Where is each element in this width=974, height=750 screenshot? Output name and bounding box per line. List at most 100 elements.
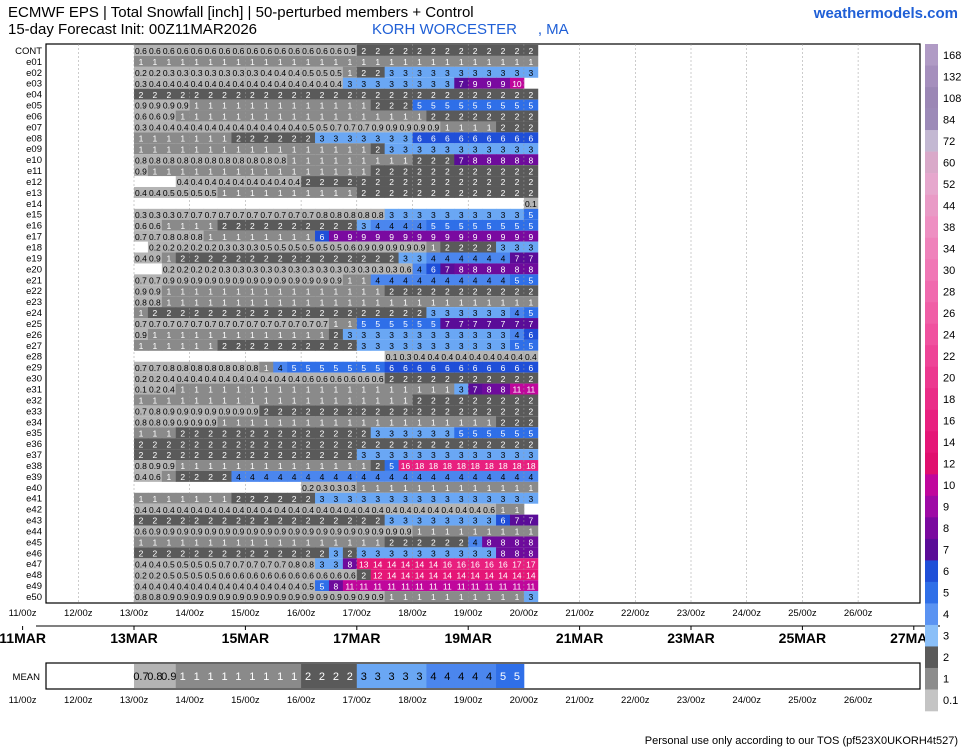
cell-value: 1 xyxy=(264,112,269,122)
heatmap-cell xyxy=(259,514,274,526)
cell-value: 1 xyxy=(166,396,171,406)
cell-value: 0.5 xyxy=(288,243,300,253)
heatmap-cell xyxy=(496,372,511,384)
heatmap-cell xyxy=(328,77,344,89)
heatmap-cell xyxy=(384,328,399,340)
heatmap-cell xyxy=(217,525,232,537)
cell-value: 1 xyxy=(264,232,269,242)
brand-link[interactable]: weathermodels.com xyxy=(813,5,958,22)
cell-value: 5 xyxy=(473,428,478,438)
legend-label: 20 xyxy=(943,373,955,385)
cell-value: 2 xyxy=(389,46,394,56)
heatmap-cell xyxy=(245,165,260,177)
heatmap-cell xyxy=(161,558,177,570)
cell-value: 0.4 xyxy=(219,581,231,591)
heatmap-cell xyxy=(301,274,316,286)
heatmap-cell xyxy=(356,339,372,351)
heatmap-cell xyxy=(482,55,497,67)
heatmap-cell xyxy=(426,427,441,439)
heatmap-cell xyxy=(412,339,427,351)
cell-value: 2 xyxy=(403,177,408,187)
cell-value: 4 xyxy=(375,221,380,231)
cell-value: 7 xyxy=(515,319,520,329)
heatmap-cell xyxy=(398,318,413,329)
heatmap-cell xyxy=(482,591,497,602)
cell-value: 0.8 xyxy=(246,155,258,165)
heatmap-cell xyxy=(496,66,511,78)
heatmap-cell xyxy=(147,230,163,242)
heatmap-cell xyxy=(175,99,191,111)
cell-value: 8 xyxy=(528,538,533,548)
heatmap-cell xyxy=(426,350,441,362)
heatmap-cell xyxy=(328,438,344,450)
cell-value: 2 xyxy=(334,450,339,460)
heatmap-cell xyxy=(440,536,455,548)
heatmap-cell xyxy=(315,230,330,242)
cell-value: 16 xyxy=(457,559,467,569)
heatmap-cell xyxy=(175,296,191,308)
heatmap-cell xyxy=(161,427,177,439)
heatmap-cell xyxy=(398,536,413,548)
cell-value: 2 xyxy=(375,144,380,154)
row-label: e39 xyxy=(26,472,42,483)
heatmap-cell xyxy=(356,536,372,548)
cell-value: 2 xyxy=(473,46,478,56)
heatmap-cell xyxy=(147,569,163,581)
heatmap-cell xyxy=(523,372,539,384)
heatmap-cell xyxy=(161,219,177,231)
row-label: e19 xyxy=(26,253,42,264)
heatmap-cell xyxy=(203,328,218,340)
cell-value: 0.4 xyxy=(260,505,272,515)
cell-value: 0.9 xyxy=(274,275,286,285)
heatmap-cell xyxy=(398,339,413,351)
heatmap-cell xyxy=(203,55,218,67)
cell-value: 8 xyxy=(515,265,520,275)
heatmap-cell xyxy=(273,55,288,67)
heatmap-cell xyxy=(273,449,288,461)
heatmap-cell xyxy=(482,296,497,308)
cell-value: 2 xyxy=(264,439,269,449)
cell-value: 2 xyxy=(278,341,283,351)
cell-value: 1 xyxy=(306,417,311,427)
cell-value: 0.2 xyxy=(135,570,147,580)
heatmap-cell xyxy=(287,230,302,242)
cell-value: 2 xyxy=(459,538,464,548)
cell-value: 2 xyxy=(515,286,520,296)
legend-label: 8 xyxy=(943,523,949,535)
heatmap-cell xyxy=(273,416,288,428)
cell-value: 2 xyxy=(236,494,241,504)
heatmap-cell xyxy=(161,132,177,144)
mean-cell-value: 5 xyxy=(514,671,520,683)
cell-value: 7 xyxy=(487,319,492,329)
cell-value: 14 xyxy=(401,570,411,580)
cell-value: 1 xyxy=(264,385,269,395)
cell-value: 4 xyxy=(459,254,464,264)
cell-value: 5 xyxy=(306,363,311,373)
cell-value: 2 xyxy=(264,221,269,231)
heatmap-cell xyxy=(509,241,525,253)
cell-value: 3 xyxy=(361,549,366,559)
cell-value: 0.9 xyxy=(219,275,231,285)
heatmap-cell xyxy=(217,88,232,100)
heatmap-cell xyxy=(426,263,441,275)
heatmap-cell xyxy=(161,99,177,111)
cell-value: 0.4 xyxy=(274,581,286,591)
legend-swatch xyxy=(925,388,938,411)
heatmap-cell xyxy=(523,88,539,100)
cell-value: 3 xyxy=(445,144,450,154)
cell-value: 3 xyxy=(403,144,408,154)
cell-value: 2 xyxy=(222,341,227,351)
heatmap-cell xyxy=(175,110,191,122)
cell-value: 0.8 xyxy=(246,363,258,373)
cell-value: 0.2 xyxy=(205,243,217,253)
heatmap-cell xyxy=(203,558,218,570)
cell-value: 0.4 xyxy=(135,505,147,515)
heatmap-cell xyxy=(398,132,413,144)
cell-value: 4 xyxy=(417,275,422,285)
heatmap-cell xyxy=(454,99,469,111)
heatmap-cell xyxy=(259,405,274,417)
cell-value: 1 xyxy=(347,188,352,198)
legend-label: 7 xyxy=(943,545,949,557)
heatmap-cell xyxy=(496,525,511,537)
heatmap-cell xyxy=(315,394,330,406)
